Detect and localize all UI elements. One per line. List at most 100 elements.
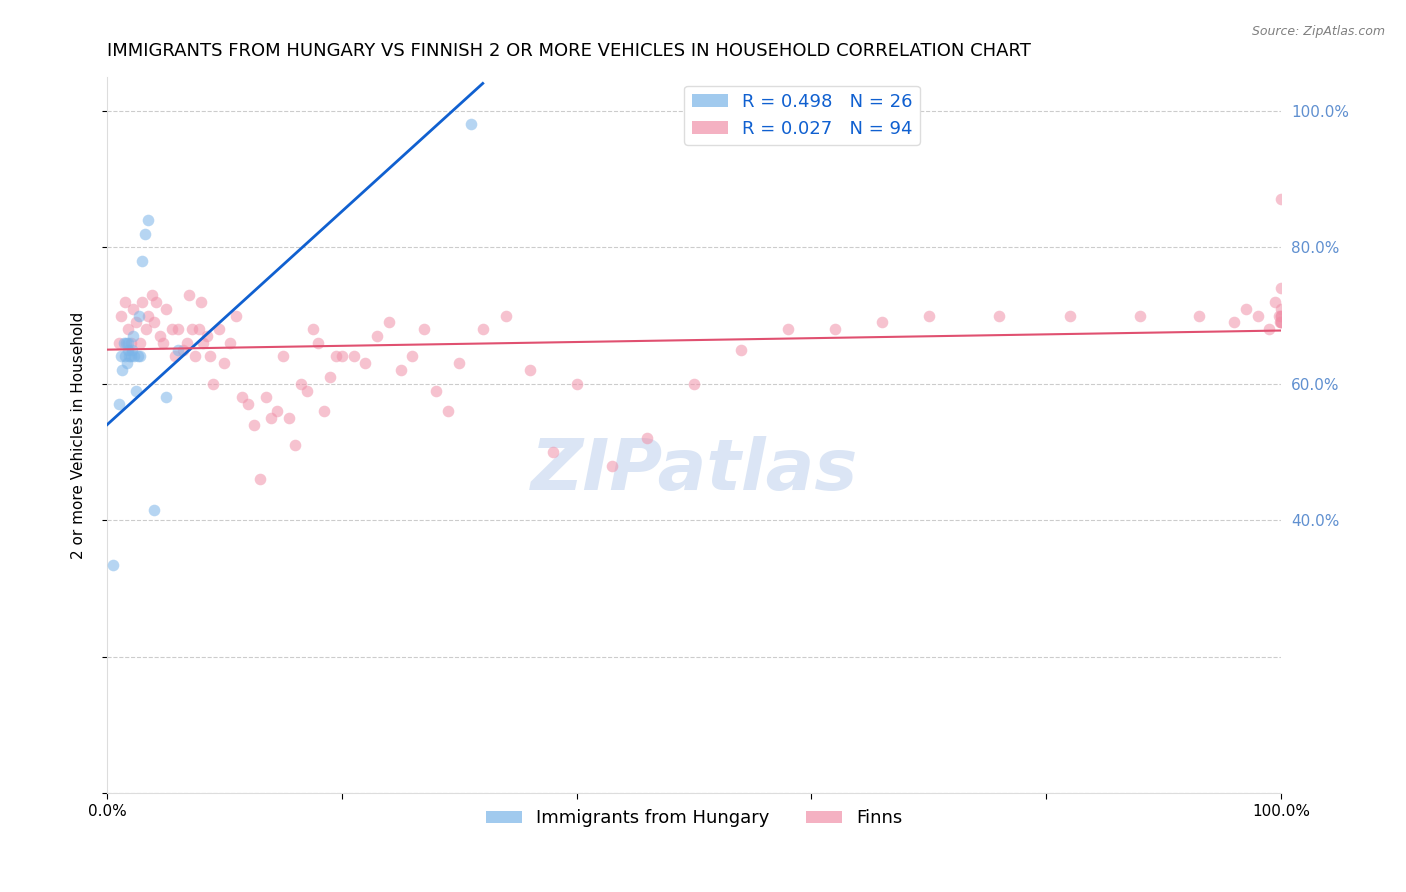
Point: [193, 335, 215, 350]
Point: [125, 315, 148, 329]
Point: [219, 335, 242, 350]
Point: [314, 404, 336, 418]
Point: [541, 445, 564, 459]
Point: [730, 343, 752, 357]
Point: [122, 301, 145, 316]
Point: [1267, 309, 1289, 323]
Point: [111, 363, 134, 377]
Point: [160, 322, 183, 336]
Point: [200, 350, 222, 364]
Point: [231, 391, 253, 405]
Point: [236, 397, 259, 411]
Point: [122, 350, 145, 364]
Point: [271, 350, 294, 364]
Point: [366, 329, 388, 343]
Point: [254, 391, 277, 405]
Point: [114, 294, 136, 309]
Point: [519, 363, 541, 377]
Point: [190, 294, 212, 309]
Point: [330, 350, 353, 364]
Point: [166, 343, 188, 357]
Point: [184, 350, 207, 364]
Point: [114, 350, 136, 364]
Point: [378, 315, 401, 329]
Point: [101, 558, 124, 572]
Point: [565, 376, 588, 391]
Point: [135, 322, 157, 336]
Point: [1059, 309, 1081, 323]
Point: [1246, 309, 1268, 323]
Point: [1268, 315, 1291, 329]
Point: [266, 404, 288, 418]
Point: [207, 322, 229, 336]
Point: [389, 363, 412, 377]
Point: [401, 350, 423, 364]
Point: [143, 315, 166, 329]
Point: [129, 335, 152, 350]
Y-axis label: 2 or more Vehicles in Household: 2 or more Vehicles in Household: [72, 311, 86, 558]
Point: [319, 370, 342, 384]
Point: [112, 335, 135, 350]
Point: [243, 417, 266, 432]
Text: ZIPatlas: ZIPatlas: [530, 436, 858, 505]
Point: [121, 343, 143, 357]
Point: [1234, 301, 1257, 316]
Point: [180, 322, 202, 336]
Point: [110, 309, 132, 323]
Point: [1258, 322, 1281, 336]
Point: [176, 335, 198, 350]
Point: [425, 384, 447, 398]
Point: [1270, 309, 1292, 323]
Point: [136, 213, 159, 227]
Point: [1223, 315, 1246, 329]
Point: [1264, 294, 1286, 309]
Point: [776, 322, 799, 336]
Point: [134, 227, 156, 241]
Point: [1270, 193, 1292, 207]
Point: [449, 356, 471, 370]
Point: [179, 288, 201, 302]
Point: [249, 472, 271, 486]
Point: [187, 322, 209, 336]
Legend: Immigrants from Hungary, Finns: Immigrants from Hungary, Finns: [478, 802, 910, 835]
Point: [149, 329, 172, 343]
Point: [301, 322, 323, 336]
Point: [201, 376, 224, 391]
Point: [172, 343, 194, 357]
Point: [1188, 309, 1211, 323]
Point: [1270, 301, 1292, 316]
Point: [131, 253, 153, 268]
Point: [870, 315, 893, 329]
Point: [225, 309, 247, 323]
Point: [131, 294, 153, 309]
Point: [152, 335, 174, 350]
Point: [166, 322, 188, 336]
Point: [195, 329, 218, 343]
Point: [127, 350, 149, 364]
Point: [117, 335, 139, 350]
Point: [122, 329, 145, 343]
Point: [128, 309, 150, 323]
Point: [125, 384, 148, 398]
Point: [165, 350, 187, 364]
Point: [1270, 315, 1292, 329]
Point: [988, 309, 1011, 323]
Point: [683, 376, 706, 391]
Point: [918, 309, 941, 323]
Point: [110, 350, 132, 364]
Point: [343, 350, 366, 364]
Point: [1129, 309, 1152, 323]
Point: [1270, 309, 1292, 323]
Point: [129, 350, 152, 364]
Point: [413, 322, 436, 336]
Point: [155, 391, 177, 405]
Point: [290, 376, 312, 391]
Point: [120, 335, 142, 350]
Point: [117, 343, 139, 357]
Point: [120, 350, 142, 364]
Text: Source: ZipAtlas.com: Source: ZipAtlas.com: [1251, 25, 1385, 38]
Text: IMMIGRANTS FROM HUNGARY VS FINNISH 2 OR MORE VEHICLES IN HOUSEHOLD CORRELATION C: IMMIGRANTS FROM HUNGARY VS FINNISH 2 OR …: [107, 42, 1031, 60]
Point: [325, 350, 347, 364]
Point: [143, 503, 166, 517]
Point: [600, 458, 623, 473]
